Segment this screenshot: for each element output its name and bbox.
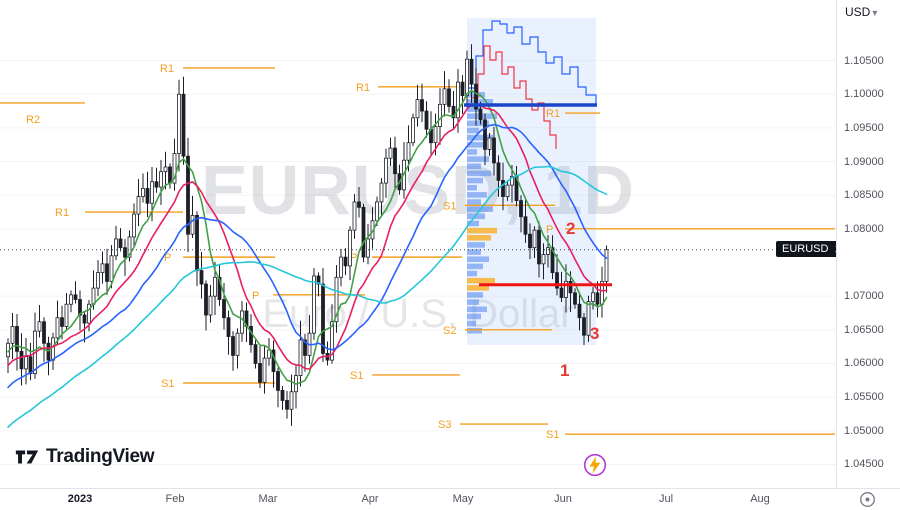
svg-text:3: 3 bbox=[590, 324, 599, 343]
svg-text:S1: S1 bbox=[161, 378, 174, 390]
economic-event-icon[interactable] bbox=[583, 453, 607, 477]
time-axis-label: Jul bbox=[658, 493, 674, 505]
moving-average-line-2 bbox=[7, 103, 608, 370]
svg-text:S1: S1 bbox=[350, 370, 363, 382]
timezone-clock-icon[interactable] bbox=[859, 491, 876, 510]
price-axis[interactable]: USD ▾ 1.10500 1.10000 1.09500 1.09000 1.08500… bbox=[836, 0, 900, 488]
moving-average-line-1 bbox=[7, 89, 608, 385]
price-axis-label: 1.05000 bbox=[844, 424, 884, 437]
time-axis-label: Mar bbox=[258, 493, 278, 505]
time-axis[interactable]: 2023 Feb Mar Apr May Jun Jul Aug bbox=[0, 488, 900, 510]
svg-text:R2: R2 bbox=[26, 114, 40, 126]
svg-text:P: P bbox=[350, 252, 357, 264]
price-axis-label: 1.08500 bbox=[844, 189, 884, 202]
step-profile-line-1 bbox=[469, 20, 597, 105]
svg-text:P: P bbox=[252, 290, 259, 302]
price-axis-label: 1.09000 bbox=[844, 155, 884, 168]
svg-text:R1: R1 bbox=[546, 108, 560, 120]
currency-dropdown[interactable]: USD ▾ bbox=[845, 5, 877, 19]
lightning-bolt-icon bbox=[583, 453, 607, 477]
price-axis-label: 1.06500 bbox=[844, 323, 884, 336]
moving-average-line-4 bbox=[7, 165, 608, 428]
svg-text:R1: R1 bbox=[55, 207, 69, 219]
svg-text:S1: S1 bbox=[443, 200, 456, 212]
caret-down-icon: ▾ bbox=[872, 8, 878, 19]
time-axis-label: Aug bbox=[750, 493, 770, 505]
candles bbox=[6, 44, 609, 426]
time-axis-label: 2023 bbox=[67, 493, 93, 505]
price-axis-label: 1.08000 bbox=[844, 222, 884, 235]
svg-text:S1: S1 bbox=[546, 429, 559, 441]
time-axis-label: Feb bbox=[165, 493, 185, 505]
price-axis-label: 1.04500 bbox=[844, 458, 884, 471]
wave-count-annotations: 1 2 3 bbox=[560, 219, 599, 380]
svg-text:2: 2 bbox=[566, 219, 575, 238]
chart-canvas[interactable]: R1 R2 R1 P P S1 R1 P S1 S1 S2 S3 R1 P S1 1 2 3 bbox=[0, 0, 836, 488]
svg-text:R1: R1 bbox=[160, 63, 174, 75]
chart-pane[interactable]: EURUSD, 1D Euro / U.S. Dollar R1 R2 R1 P P S1… bbox=[0, 0, 836, 488]
grid-lines bbox=[0, 60, 836, 465]
svg-text:P: P bbox=[546, 224, 553, 236]
current-price-badge[interactable]: EURUSD 1.07690 08:07:38 bbox=[776, 240, 836, 274]
current-price-label: EURUSD 1.07690 bbox=[776, 240, 836, 257]
svg-text:P: P bbox=[164, 252, 171, 264]
moving-average-line-3 bbox=[7, 123, 608, 389]
price-axis-label: 1.06000 bbox=[844, 357, 884, 370]
currency-label: USD bbox=[845, 5, 871, 19]
price-axis-label: 1.07000 bbox=[844, 290, 884, 303]
time-axis-label: May bbox=[452, 493, 474, 505]
time-axis-label: Jun bbox=[554, 493, 572, 505]
tradingview-logo-mark-icon bbox=[15, 450, 39, 464]
price-axis-label: 1.10000 bbox=[844, 88, 884, 101]
price-axis-label: 1.05500 bbox=[844, 391, 884, 404]
svg-text:S3: S3 bbox=[438, 419, 451, 431]
step-profile-line-2 bbox=[472, 45, 557, 149]
tradingview-logo-text: TradingView bbox=[46, 446, 155, 467]
time-axis-label: Apr bbox=[361, 493, 379, 505]
svg-text:R1: R1 bbox=[356, 82, 370, 94]
svg-text:S2: S2 bbox=[443, 325, 456, 337]
price-axis-label: 1.10500 bbox=[844, 54, 884, 67]
svg-text:1: 1 bbox=[560, 361, 569, 380]
pivot-levels: R1 R2 R1 P P S1 R1 P S1 S1 S2 S3 R1 P S1 bbox=[0, 63, 835, 441]
tradingview-logo[interactable]: TradingView bbox=[14, 444, 155, 470]
price-axis-label: 1.09500 bbox=[844, 121, 884, 134]
